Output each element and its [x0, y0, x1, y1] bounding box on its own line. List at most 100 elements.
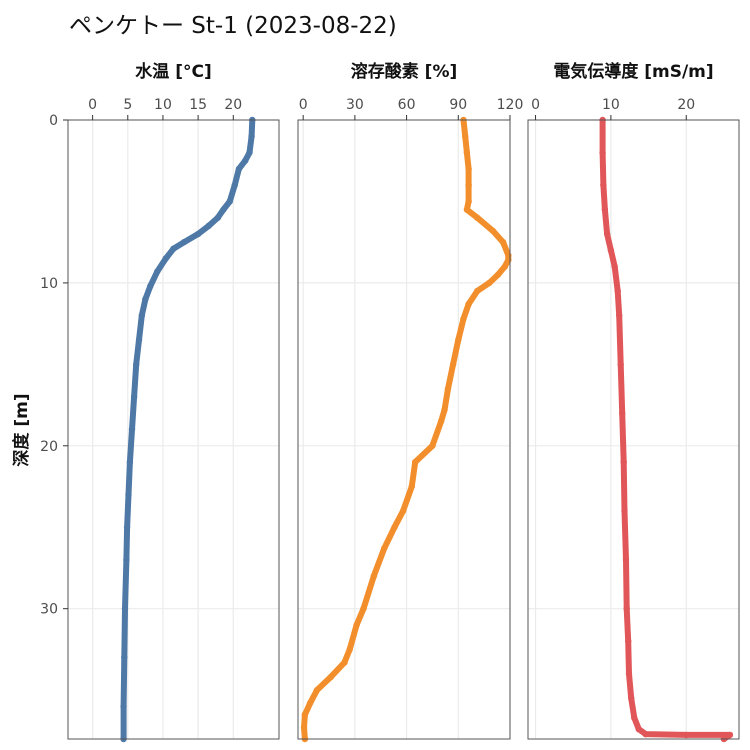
- data-point: [607, 247, 615, 254]
- data-point: [635, 726, 642, 733]
- x-tick-label: 0: [299, 97, 308, 113]
- data-point: [123, 556, 130, 564]
- panel-1: 0 5 10 15 20 水温 [°C]: [67, 61, 280, 743]
- y-axis: 0 10 20 30: [40, 113, 68, 618]
- series-line: [301, 117, 512, 742]
- data-point: [465, 181, 472, 189]
- data-point: [455, 336, 462, 344]
- data-point: [617, 361, 624, 368]
- x-tick-label: 10: [154, 97, 172, 113]
- data-point: [408, 483, 415, 490]
- data-point: [121, 654, 128, 661]
- data-point: [121, 605, 129, 612]
- data-point: [621, 507, 628, 515]
- data-point: [231, 181, 238, 189]
- x-tick-label: 15: [189, 97, 207, 113]
- data-point: [301, 711, 309, 718]
- data-point: [214, 214, 222, 221]
- x-tick-label: 0: [531, 97, 540, 113]
- data-point: [327, 673, 334, 681]
- x-tick-label: 60: [398, 97, 416, 113]
- data-point: [346, 646, 353, 653]
- y-tick-label: 10: [40, 276, 58, 292]
- data-point: [642, 730, 649, 738]
- data-point: [138, 312, 146, 319]
- data-point: [391, 524, 398, 531]
- data-point: [341, 659, 348, 666]
- data-point: [248, 133, 255, 140]
- chart-title: ペンケトー St-1 (2023-08-22): [69, 13, 397, 39]
- x-tick-label: 30: [346, 97, 364, 113]
- data-point: [622, 556, 630, 564]
- x-tick-label: 120: [497, 97, 524, 113]
- y-tick-label: 0: [49, 113, 58, 129]
- y-axis-title: 深度 [m]: [11, 393, 32, 466]
- data-point: [205, 222, 212, 230]
- data-point: [180, 238, 188, 246]
- y-tick-label: 30: [40, 602, 58, 618]
- data-point: [306, 699, 314, 707]
- data-point: [505, 256, 512, 264]
- data-point: [235, 165, 243, 173]
- data-point: [226, 198, 233, 205]
- data-point: [620, 458, 627, 466]
- x-tick-label: 10: [602, 97, 620, 113]
- data-point: [463, 149, 471, 156]
- data-point: [465, 300, 472, 308]
- data-point: [499, 238, 507, 246]
- data-point: [246, 149, 253, 156]
- data-point: [120, 703, 127, 710]
- data-point: [625, 638, 632, 645]
- data-point: [125, 491, 132, 498]
- data-point: [300, 724, 308, 731]
- panel-title: 水温 [°C]: [135, 61, 211, 82]
- data-point: [353, 621, 360, 629]
- data-point: [147, 282, 154, 290]
- data-point: [437, 418, 445, 425]
- data-point: [489, 227, 496, 234]
- data-point: [628, 695, 635, 702]
- panel-title: 電気伝導度 [mS/m]: [553, 61, 713, 82]
- panel-frame: [67, 119, 280, 740]
- x-tick-label: 90: [449, 97, 467, 113]
- data-point: [399, 507, 407, 515]
- y-tick-label: 20: [40, 439, 58, 455]
- data-point: [614, 287, 621, 295]
- data-point: [412, 458, 419, 466]
- panel-2: 0 30 60 90 120 溶存酸素 [%]: [297, 61, 524, 743]
- data-point: [474, 214, 481, 221]
- data-point: [618, 410, 626, 417]
- data-point: [380, 545, 388, 552]
- x-tick-label: 20: [677, 97, 695, 113]
- data-point: [370, 572, 378, 580]
- data-point: [444, 385, 452, 392]
- data-point: [726, 731, 734, 739]
- data-point: [631, 714, 638, 722]
- data-point: [133, 361, 140, 368]
- data-point: [625, 670, 633, 678]
- data-point: [441, 406, 448, 414]
- data-point: [474, 287, 481, 295]
- data-point: [460, 315, 467, 322]
- x-tick-label: 20: [224, 97, 242, 113]
- data-point: [615, 312, 623, 319]
- data-point: [465, 165, 472, 173]
- data-point: [683, 731, 690, 739]
- data-point: [461, 133, 469, 140]
- panel-frame: [297, 119, 511, 740]
- data-point: [486, 279, 493, 287]
- data-point: [313, 686, 321, 694]
- data-point: [601, 206, 609, 213]
- data-point: [128, 426, 136, 433]
- data-point: [494, 271, 502, 278]
- data-point: [142, 295, 149, 303]
- data-point: [242, 157, 249, 164]
- data-point: [360, 605, 367, 612]
- data-point: [220, 206, 227, 213]
- data-point: [194, 230, 202, 238]
- data-point: [123, 524, 131, 531]
- data-point: [162, 255, 169, 262]
- data-point: [611, 263, 618, 270]
- panel-frame: [527, 119, 740, 740]
- data-point: [599, 149, 606, 156]
